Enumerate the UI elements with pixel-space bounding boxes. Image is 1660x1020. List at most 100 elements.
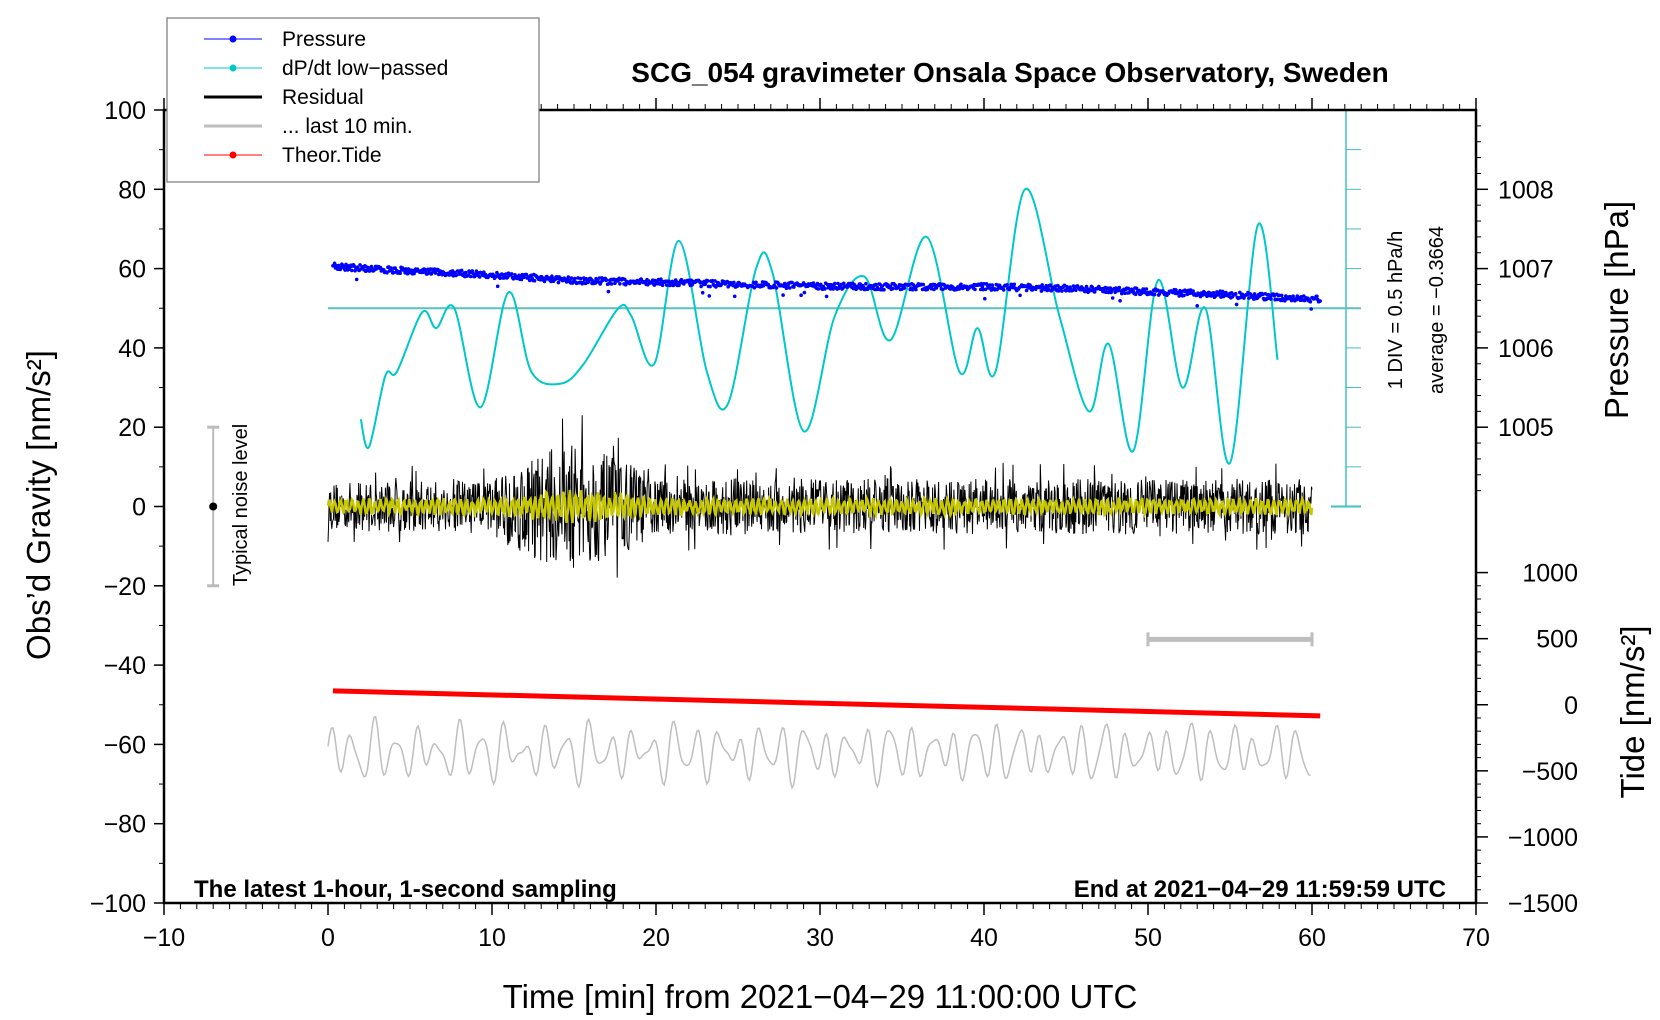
tide-tick-label: −1500	[1508, 890, 1578, 918]
legend-label: Pressure	[282, 28, 366, 51]
pressure-point	[1279, 293, 1284, 298]
pressure-point	[566, 275, 571, 279]
pressure-point	[468, 274, 473, 279]
tide-tick-label: 500	[1536, 626, 1578, 654]
pressure-point	[393, 266, 398, 271]
pressure-point	[700, 290, 705, 295]
legend-item-dpdtlowpassed: dP/dt low−passed	[204, 57, 448, 80]
tide-tick-label: −500	[1522, 758, 1578, 786]
pressure-point	[605, 278, 609, 282]
y-tick-label: −60	[104, 731, 146, 759]
legend-swatch-dot	[229, 151, 237, 159]
pressure-point	[1191, 289, 1195, 293]
pressure-point	[781, 293, 785, 297]
pressure-point	[799, 293, 803, 298]
pressure-point	[990, 283, 994, 287]
pressure-point	[819, 282, 823, 287]
x-tick-label: 50	[1134, 924, 1162, 952]
pressure-point	[973, 287, 977, 292]
pressure-point	[983, 296, 987, 301]
y-tick-label: −100	[90, 890, 146, 918]
x-tick-label: −10	[143, 924, 185, 952]
axis-ticks: −10 0 10 20 30 40 50 60 70100806040200−20−40−60−…	[90, 97, 1578, 952]
pressure-point	[532, 278, 537, 283]
pressure-point	[1071, 284, 1076, 288]
pressure-point	[609, 282, 614, 286]
pressure-point	[802, 290, 807, 295]
pressure-point	[1233, 291, 1238, 296]
pressure-point	[1269, 297, 1273, 301]
footer-left-text: The latest 1-hour, 1-second sampling	[194, 876, 617, 903]
pressure-point	[1152, 292, 1157, 297]
pressure-series	[331, 261, 1322, 311]
tide-tick-label: 1000	[1522, 560, 1578, 588]
tide-axis-label: Tide [nm/s²]	[1614, 626, 1651, 799]
pressure-point	[660, 283, 665, 288]
dpdt-average-label: average = −0.3664	[1426, 226, 1448, 394]
y-tick-label: 0	[132, 494, 146, 522]
dpdt-line	[359, 188, 1279, 465]
y-tick-label: −20	[104, 573, 146, 601]
legend-label: ... last 10 min.	[282, 115, 413, 138]
pressure-point	[687, 278, 691, 283]
pressure-point	[1127, 291, 1131, 295]
pressure-point	[569, 276, 574, 280]
pressure-point	[389, 266, 393, 270]
pressure-point	[902, 286, 907, 290]
pressure-point	[350, 268, 354, 273]
pressure-point	[606, 289, 611, 294]
pressure-point	[1012, 282, 1017, 287]
pressure-point	[705, 279, 710, 283]
pressure-point	[353, 268, 357, 273]
pressure-point	[732, 294, 737, 299]
legend-label: Residual	[282, 86, 364, 109]
pressure-point	[1040, 283, 1044, 287]
y-tick-label: 60	[118, 256, 146, 284]
dpdt-div-label: 1 DIV = 0.5 hPa/h	[1385, 231, 1407, 389]
x-tick-label: 70	[1462, 924, 1490, 952]
pressure-point	[573, 276, 577, 281]
legend-item-residual: Residual	[204, 86, 364, 109]
pressure-point	[358, 263, 362, 267]
chart-title: SCG_054 gravimeter Onsala Space Observat…	[631, 57, 1388, 88]
pressure-point	[1084, 284, 1089, 289]
pressure-point	[1195, 304, 1199, 308]
pressure-point	[921, 282, 926, 287]
y-tick-label: −40	[104, 652, 146, 680]
pressure-point	[354, 277, 359, 282]
pressure-point	[637, 281, 642, 286]
pressure-point	[823, 287, 827, 291]
x-tick-label: 30	[806, 924, 834, 952]
last-10-min-line	[327, 715, 1311, 790]
pressure-point	[495, 284, 500, 289]
pressure-point	[982, 282, 986, 286]
legend-item-theortide: Theor.Tide	[204, 144, 382, 167]
pressure-point	[1309, 307, 1313, 311]
legend-label: Theor.Tide	[282, 144, 382, 167]
pressure-axis-label: Pressure [hPa]	[1598, 201, 1635, 419]
pressure-point	[1211, 291, 1216, 295]
pressure-point	[556, 280, 561, 285]
pressure-point	[477, 275, 482, 279]
pressure-point	[1308, 300, 1313, 304]
legend-swatch-dot	[229, 35, 237, 43]
pressure-point	[1315, 294, 1319, 299]
pressure-point	[1048, 283, 1053, 287]
footer-right-text: End at 2021−04−29 11:59:59 UTC	[1074, 876, 1446, 903]
x-tick-label: 60	[1298, 924, 1326, 952]
pressure-point	[509, 272, 514, 276]
pressure-point	[787, 286, 792, 290]
pressure-point	[708, 284, 712, 289]
pressure-point	[623, 282, 628, 287]
y-tick-label: 100	[104, 97, 146, 125]
pressure-point	[464, 270, 468, 275]
pressure-point	[1182, 293, 1186, 298]
pressure-point	[459, 268, 464, 273]
pressure-point	[888, 284, 893, 289]
pressure-point	[1318, 299, 1322, 303]
pressure-point	[914, 287, 918, 292]
x-axis-label: Time [min] from 2021−04−29 11:00:00 UTC	[503, 978, 1138, 1015]
pressure-tick-label: 1005	[1498, 414, 1554, 442]
legend-item-lastmin: ... last 10 min.	[204, 115, 413, 138]
pressure-point	[550, 274, 554, 279]
